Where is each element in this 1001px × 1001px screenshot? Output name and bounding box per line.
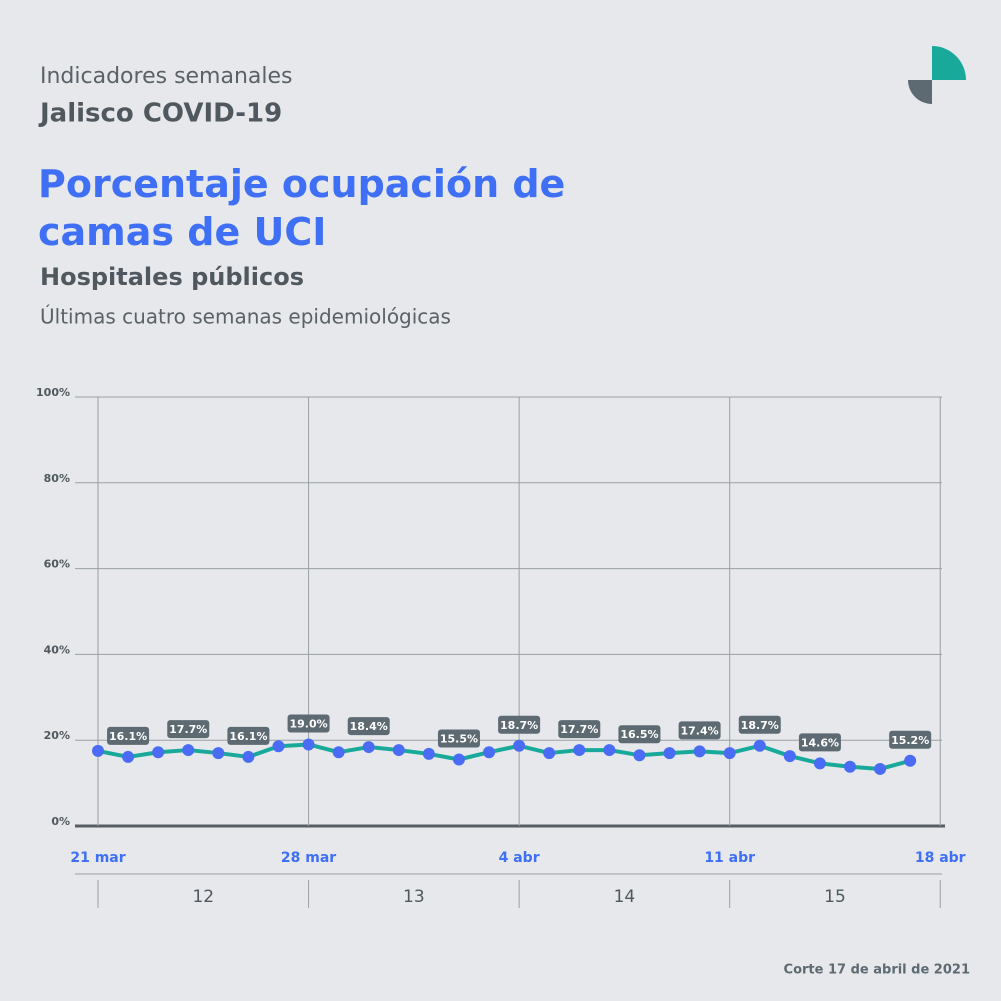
point <box>182 744 195 757</box>
point <box>242 750 255 763</box>
data-label: 15.2% <box>891 734 929 747</box>
data-label: 15.5% <box>440 733 478 746</box>
x-tick-label: 18 abr <box>915 850 966 866</box>
label-box <box>738 715 781 734</box>
point <box>633 749 646 762</box>
data-label: 17.7% <box>560 723 598 736</box>
label-box <box>498 715 541 734</box>
kicker: Indicadores semanales <box>40 64 293 89</box>
logo-gray <box>908 80 932 104</box>
data-label: 16.5% <box>620 728 658 741</box>
point <box>573 744 586 757</box>
label-box <box>618 725 661 744</box>
point <box>452 753 465 766</box>
label-box <box>107 726 150 745</box>
data-label: 16.1% <box>109 730 147 743</box>
x-tick-label: 21 mar <box>70 850 125 866</box>
week-label: 13 <box>403 887 425 907</box>
data-label: 17.4% <box>681 724 719 737</box>
point <box>723 747 736 760</box>
title-box: Porcentaje ocupación de camas de UCI <box>38 162 566 254</box>
point <box>302 738 315 751</box>
point <box>513 739 526 752</box>
point <box>362 741 375 754</box>
chart-title: Porcentaje ocupación de camas de UCI <box>38 162 566 254</box>
point <box>663 747 676 760</box>
y-tick-label: 0% <box>51 815 70 828</box>
point <box>152 746 165 759</box>
label-box <box>798 733 841 752</box>
label-box <box>227 726 270 745</box>
data-label: 18.7% <box>741 719 779 732</box>
week-label: 14 <box>614 887 636 907</box>
week-label: 15 <box>824 887 846 907</box>
region: Jalisco COVID-19 <box>38 99 282 129</box>
point <box>603 744 616 757</box>
x-tick-label: 11 abr <box>704 850 755 866</box>
point <box>483 746 496 759</box>
source: Corte 17 de abril de 2021 <box>784 963 970 978</box>
point <box>212 747 225 760</box>
chart-subtitle: Hospitales públicos <box>40 263 304 291</box>
data-label: 14.6% <box>801 736 839 749</box>
label-box <box>287 714 330 733</box>
point <box>693 745 706 758</box>
point <box>272 740 285 753</box>
point <box>783 750 796 763</box>
x-tick-label: 28 mar <box>281 850 336 866</box>
label-box <box>167 720 210 739</box>
line <box>97 742 911 771</box>
data-label: 16.1% <box>229 730 267 743</box>
point <box>813 757 826 770</box>
x-tick-label: 4 abr <box>499 850 540 866</box>
y-tick-label: 20% <box>44 729 70 742</box>
point <box>753 739 766 752</box>
data-label: 18.4% <box>350 720 388 733</box>
label-box <box>437 729 480 748</box>
point <box>904 754 917 767</box>
data-label: 17.7% <box>169 723 207 736</box>
point <box>874 762 887 775</box>
point <box>844 760 856 773</box>
point <box>92 744 104 757</box>
data-label: 19.0% <box>289 717 327 730</box>
label-box <box>889 730 932 749</box>
logo-teal <box>932 46 966 80</box>
point <box>422 747 435 760</box>
week-label: 12 <box>192 887 214 907</box>
y-tick-label: 80% <box>44 472 70 485</box>
y-tick-label: 40% <box>44 643 70 656</box>
point <box>332 746 345 759</box>
plot: 0% 20% 40% 60% 80% 100% 21 mar 28 mar 4 abr 11 ab… <box>36 386 966 908</box>
data-label: 18.7% <box>500 719 538 732</box>
point <box>392 744 405 757</box>
point <box>122 750 135 763</box>
y-tick-label: 100% <box>36 386 70 399</box>
chart-note: Últimas cuatro semanas epidemiológicas <box>40 305 451 329</box>
label-box <box>558 720 601 739</box>
y-tick-label: 60% <box>44 558 70 571</box>
label-box <box>678 721 721 740</box>
point <box>543 747 556 760</box>
label-box <box>347 717 390 736</box>
